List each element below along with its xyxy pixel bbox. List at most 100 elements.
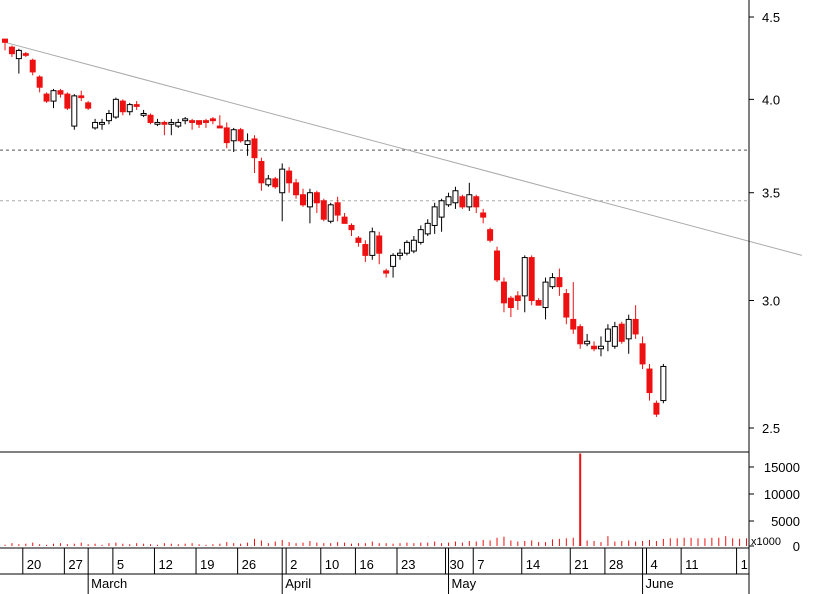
candle-body: [29, 59, 36, 73]
date-tick-label: 4: [650, 557, 657, 572]
candle-body: [611, 326, 618, 347]
month-label: June: [646, 576, 674, 591]
candle-body: [639, 343, 646, 365]
candle-body: [258, 160, 265, 184]
candle-body: [417, 229, 424, 243]
date-tick-label: 12: [158, 557, 172, 572]
candle-body: [43, 93, 50, 102]
candle-body: [487, 229, 494, 241]
date-tick-label: 27: [68, 557, 82, 572]
price-tick-label: 3.5: [762, 186, 780, 201]
date-tick-label: 28: [609, 557, 623, 572]
candle-body: [286, 170, 293, 184]
candle-body: [105, 112, 112, 122]
candle-body: [403, 241, 410, 254]
trendline-line: [4, 41, 803, 256]
candle-body: [209, 118, 216, 122]
date-tick-label: 7: [477, 557, 484, 572]
candle-body: [189, 120, 196, 123]
candle-body: [604, 328, 611, 342]
candle-body: [15, 49, 22, 60]
candle-body: [438, 200, 445, 218]
candle-body: [466, 194, 473, 208]
volume-tick-label: 0: [793, 539, 800, 554]
candle-body: [473, 196, 480, 208]
candle-body: [507, 297, 514, 309]
candle-body: [293, 182, 300, 196]
date-tick-label: 2: [290, 557, 297, 572]
candle-body: [216, 125, 223, 129]
candle-body: [2, 38, 8, 43]
candle-body: [237, 129, 244, 142]
candle-body: [64, 93, 71, 109]
month-label: May: [452, 576, 477, 591]
candle-body: [182, 118, 189, 122]
candle-body: [383, 270, 390, 274]
candle-body: [112, 98, 119, 118]
candle-body: [341, 216, 348, 224]
candle-body: [584, 340, 591, 345]
candle-body: [500, 281, 507, 304]
candle-body: [410, 239, 417, 252]
candle-body: [528, 257, 535, 302]
trendline: [4, 41, 803, 256]
candle-body: [542, 281, 549, 309]
date-tick-label: 14: [526, 557, 540, 572]
candle-body: [369, 231, 376, 256]
candle-body: [22, 53, 29, 56]
candle-body: [494, 250, 501, 281]
candle-body: [348, 224, 355, 231]
candle-body: [57, 90, 64, 95]
candle-body: [431, 206, 438, 226]
date-tick-label: 19: [200, 557, 214, 572]
volume-tick-label: 5000: [771, 514, 800, 529]
candle-body: [196, 120, 203, 125]
price-axis: 2.5 3.0 3.5 4.0 4.5: [749, 10, 780, 436]
candle-body: [251, 138, 258, 159]
candle-body: [625, 318, 632, 340]
candle-body: [521, 257, 528, 297]
price-levels: [0, 149, 749, 202]
candle-body: [646, 368, 653, 394]
candle-body: [535, 300, 542, 306]
candle-body: [126, 104, 133, 113]
candle-body: [279, 168, 286, 194]
candle-body: [597, 345, 604, 350]
candle-body: [85, 102, 92, 109]
candle-body: [175, 121, 182, 127]
date-tick-label: 30: [450, 557, 464, 572]
candle-body: [272, 178, 279, 188]
candle-body: [313, 192, 320, 204]
candle-body: [154, 121, 161, 125]
month-label: April: [285, 576, 311, 591]
candle-body: [50, 90, 57, 102]
date-tick-label: 10: [325, 557, 339, 572]
date-tick-label: 5: [117, 557, 124, 572]
candle-body: [618, 323, 625, 342]
date-tick-label: 16: [359, 557, 373, 572]
date-tick-label: 21: [574, 557, 588, 572]
candle-body: [99, 121, 106, 125]
price-tick-label: 4.0: [762, 92, 780, 107]
candle-body: [78, 95, 85, 99]
date-tick-label: 26: [242, 557, 256, 572]
candle-body: [223, 127, 230, 144]
volume-tick-label: 15000: [764, 460, 800, 475]
candle-body: [265, 178, 272, 186]
month-label: March: [91, 576, 127, 591]
date-tick-label: 23: [401, 557, 415, 572]
candle-body: [71, 95, 78, 127]
candle-body: [577, 326, 584, 345]
candle-body: [480, 212, 487, 218]
candle-body: [168, 121, 175, 125]
candle-body: [653, 402, 660, 415]
candle-body: [92, 121, 99, 129]
candle-body: [334, 202, 341, 216]
candle-body: [397, 252, 404, 256]
candle-body: [8, 46, 15, 55]
date-tick-label: 11: [685, 557, 699, 572]
candle-body: [140, 112, 147, 116]
candle-body: [320, 200, 327, 220]
